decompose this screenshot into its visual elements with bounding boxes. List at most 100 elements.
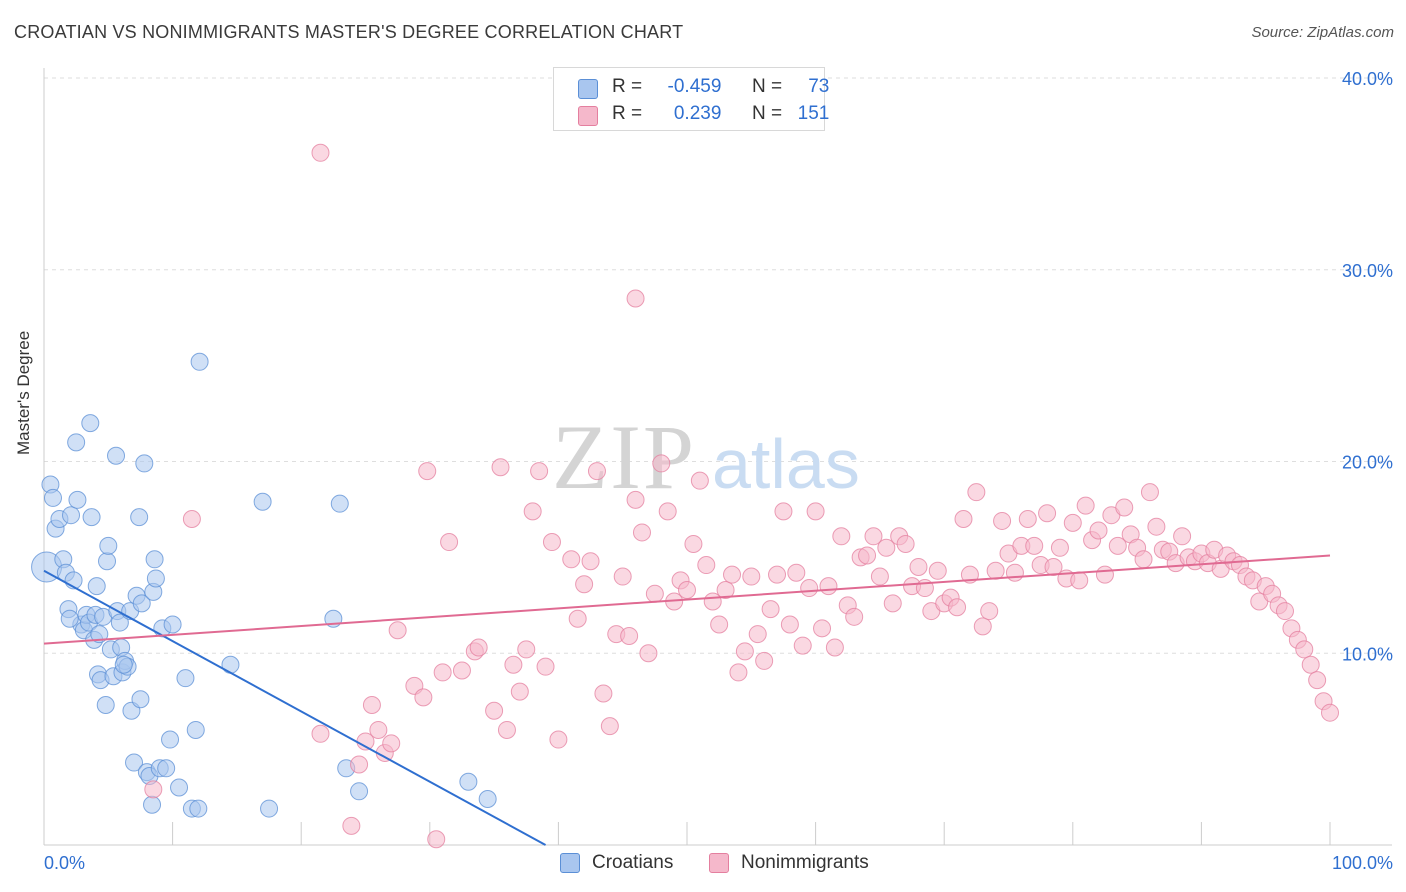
nonimmigrants-point bbox=[1025, 536, 1044, 555]
croatians-point bbox=[60, 609, 79, 628]
legend-swatch-croatians bbox=[578, 79, 598, 99]
nonimmigrants-point bbox=[1038, 504, 1057, 523]
croatians-point bbox=[478, 789, 497, 808]
nonimmigrants-point bbox=[967, 483, 986, 502]
nonimmigrants-point bbox=[819, 577, 838, 596]
nonimmigrants-point bbox=[469, 638, 488, 657]
nonimmigrants-point bbox=[342, 816, 361, 835]
croatians-trend-line bbox=[43, 569, 547, 846]
nonimmigrants-point bbox=[632, 523, 651, 542]
nonimmigrants-point bbox=[832, 527, 851, 546]
nonimmigrants-point bbox=[883, 594, 902, 613]
nonimmigrants-point bbox=[626, 289, 645, 308]
nonimmigrants-point bbox=[369, 720, 388, 739]
nonimmigrants-point bbox=[594, 684, 613, 703]
croatians-point bbox=[81, 414, 100, 433]
nonimmigrants-point bbox=[748, 625, 767, 644]
croatians-point bbox=[96, 696, 115, 715]
nonimmigrants-point bbox=[948, 598, 967, 617]
croatians-point bbox=[221, 655, 240, 674]
nonimmigrants-point bbox=[1134, 550, 1153, 569]
nonimmigrants-label: Nonimmigrants bbox=[741, 852, 869, 873]
nonimmigrants-point bbox=[755, 651, 774, 670]
nonimmigrants-point bbox=[1044, 557, 1063, 576]
y-tick-label: 40.0% bbox=[1342, 69, 1393, 89]
nonimmigrants-point bbox=[536, 657, 555, 676]
n-label: N = bbox=[751, 76, 783, 97]
r-value: -0.459 bbox=[667, 76, 722, 97]
croatians-point bbox=[125, 753, 144, 772]
croatians-point bbox=[82, 508, 101, 527]
nonimmigrants-point bbox=[954, 510, 973, 529]
nonimmigrants-point bbox=[1115, 498, 1134, 517]
nonimmigrants-point bbox=[806, 502, 825, 521]
croatians-point bbox=[114, 655, 133, 674]
nonimmigrants-point bbox=[452, 661, 471, 680]
nonimmigrants-point bbox=[1076, 496, 1095, 515]
nonimmigrants-point bbox=[1063, 513, 1082, 532]
nonimmigrants-point bbox=[909, 557, 928, 576]
croatians-point bbox=[146, 569, 165, 588]
croatians-point bbox=[350, 782, 369, 801]
croatians-point bbox=[189, 799, 208, 818]
nonimmigrants-point bbox=[427, 830, 446, 849]
y-tick-label: 20.0% bbox=[1342, 453, 1393, 473]
croatians-point bbox=[99, 536, 118, 555]
nonimmigrants-point bbox=[793, 636, 812, 655]
nonimmigrants-point bbox=[845, 607, 864, 626]
nonimmigrants-point bbox=[311, 143, 330, 162]
nonimmigrants-point bbox=[658, 502, 677, 521]
croatians-point bbox=[176, 669, 195, 688]
nonimmigrants-point bbox=[1005, 563, 1024, 582]
nonimmigrants-point bbox=[813, 619, 832, 638]
nonimmigrants-point bbox=[418, 462, 437, 481]
croatians-point bbox=[145, 550, 164, 569]
nonimmigrants-point bbox=[530, 462, 549, 481]
nonimmigrants-point bbox=[710, 615, 729, 634]
nonimmigrants-point bbox=[1095, 565, 1114, 584]
y-tick-label: 30.0% bbox=[1342, 261, 1393, 281]
croatians-point bbox=[107, 446, 126, 465]
nonimmigrants-point bbox=[1308, 671, 1327, 690]
correlation-legend: R = -0.459 N = 73 R = 0.239 N = 151 bbox=[553, 67, 829, 131]
nonimmigrants-point bbox=[1050, 538, 1069, 557]
y-tick-label: 10.0% bbox=[1342, 644, 1393, 664]
r-label: R = bbox=[612, 76, 643, 97]
croatians-point bbox=[62, 506, 81, 525]
source-label: Source: ZipAtlas.com bbox=[1251, 24, 1394, 41]
nonimmigrants-point bbox=[626, 490, 645, 509]
nonimmigrants-point bbox=[1140, 483, 1159, 502]
nonimmigrants-point bbox=[491, 458, 510, 477]
nonimmigrants-point bbox=[517, 640, 536, 659]
nonimmigrants-point bbox=[1301, 655, 1320, 674]
nonimmigrants-point bbox=[735, 642, 754, 661]
r-value: 0.239 bbox=[673, 103, 722, 124]
nonimmigrants-point bbox=[523, 502, 542, 521]
croatians-point bbox=[253, 492, 272, 511]
nonimmigrants-point bbox=[382, 734, 401, 753]
nonimmigrants-point bbox=[144, 780, 163, 799]
nonimmigrants-point bbox=[973, 617, 992, 636]
nonimmigrants-point bbox=[510, 682, 529, 701]
nonimmigrants-point bbox=[684, 534, 703, 553]
nonimmigrants-point bbox=[870, 567, 889, 586]
nonimmigrants-point bbox=[780, 615, 799, 634]
croatians-point bbox=[68, 490, 87, 509]
nonimmigrants-trend-line bbox=[43, 554, 1331, 645]
nonimmigrants-point bbox=[542, 533, 561, 552]
n-label: N = bbox=[751, 103, 783, 124]
nonimmigrants-point bbox=[1275, 602, 1294, 621]
croatians-point bbox=[110, 613, 129, 632]
croatians-point bbox=[157, 759, 176, 778]
nonimmigrants-point bbox=[1018, 510, 1037, 529]
nonimmigrants-point bbox=[690, 471, 709, 490]
nonimmigrants-point bbox=[182, 510, 201, 529]
croatians-point bbox=[186, 720, 205, 739]
nonimmigrants-point bbox=[825, 638, 844, 657]
croatians-point bbox=[161, 730, 180, 749]
croatians-point bbox=[44, 488, 63, 507]
croatians-point bbox=[143, 795, 162, 814]
n-value: 73 bbox=[808, 76, 830, 97]
croatians-swatch bbox=[560, 853, 580, 873]
